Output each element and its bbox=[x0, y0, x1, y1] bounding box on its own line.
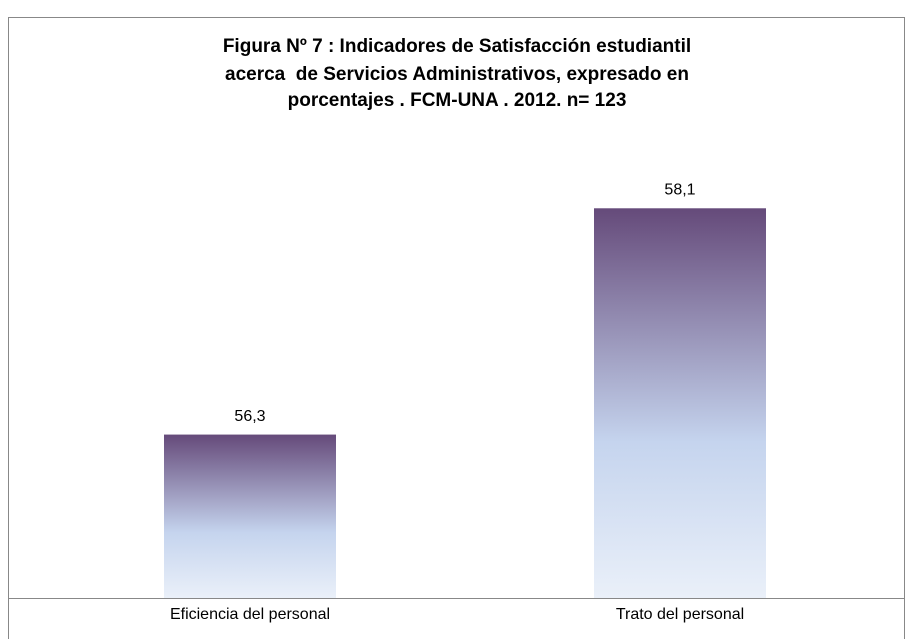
x-tick-label: Eficiencia del personal bbox=[170, 606, 330, 623]
data-label: 56,3 bbox=[234, 408, 265, 425]
x-tick-label: Trato del personal bbox=[616, 606, 744, 623]
bar bbox=[594, 208, 766, 599]
chart-title: porcentajes . FCM-UNA . 2012. n= 123 bbox=[288, 90, 627, 111]
bar bbox=[164, 434, 336, 598]
chart-title: Figura Nº 7 : Indicadores de Satisfacció… bbox=[223, 36, 691, 57]
data-label: 58,1 bbox=[664, 182, 695, 199]
chart-border bbox=[8, 17, 905, 639]
chart-title: acerca de Servicios Administrativos, exp… bbox=[225, 64, 689, 85]
